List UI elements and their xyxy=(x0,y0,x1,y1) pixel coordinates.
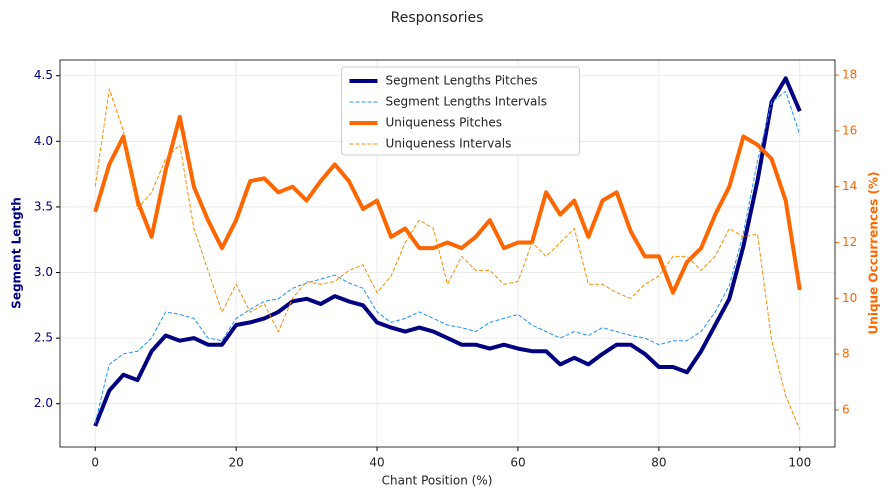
y2-tick-label: 12 xyxy=(842,235,857,249)
series-line xyxy=(93,114,802,295)
chart-title: Responsories xyxy=(391,10,484,26)
y2-tick-label: 18 xyxy=(842,68,857,82)
y-tick-label: 3.5 xyxy=(34,199,53,213)
y2-tick-label: 10 xyxy=(842,291,857,305)
y-tick-label: 2.0 xyxy=(34,396,53,410)
y2-tick-label: 6 xyxy=(842,402,850,416)
x-axis-label: Chant Position (%) xyxy=(382,474,493,488)
y-axis-label: Segment Length xyxy=(10,197,24,309)
x-tick-label: 100 xyxy=(788,456,811,470)
x-tick-label: 0 xyxy=(91,456,99,470)
y-tick-label: 3.0 xyxy=(34,265,53,279)
legend-label: Segment Lengths Intervals xyxy=(386,95,547,109)
legend-label: Uniqueness Pitches xyxy=(386,116,502,130)
y-tick-label: 4.5 xyxy=(34,68,53,82)
series-line xyxy=(93,76,802,427)
y2-tick-label: 8 xyxy=(842,347,850,361)
legend-label: Uniqueness Intervals xyxy=(386,137,512,151)
x-tick-label: 20 xyxy=(228,456,243,470)
x-tick-label: 60 xyxy=(510,456,525,470)
plot-frame xyxy=(59,59,836,448)
series-line xyxy=(94,88,801,430)
x-tick-label: 40 xyxy=(369,456,384,470)
y-tick-label: 2.5 xyxy=(34,331,53,345)
x-tick-label: 80 xyxy=(651,456,666,470)
y2-tick-label: 14 xyxy=(842,179,857,193)
y-tick-label: 4.0 xyxy=(34,134,53,148)
y2-axis-label: Unique Occurrences (%) xyxy=(867,172,881,335)
legend-label: Segment Lengths Pitches xyxy=(386,74,538,88)
series-line xyxy=(94,91,801,424)
y2-tick-label: 16 xyxy=(842,123,857,137)
legend-box xyxy=(341,66,580,156)
